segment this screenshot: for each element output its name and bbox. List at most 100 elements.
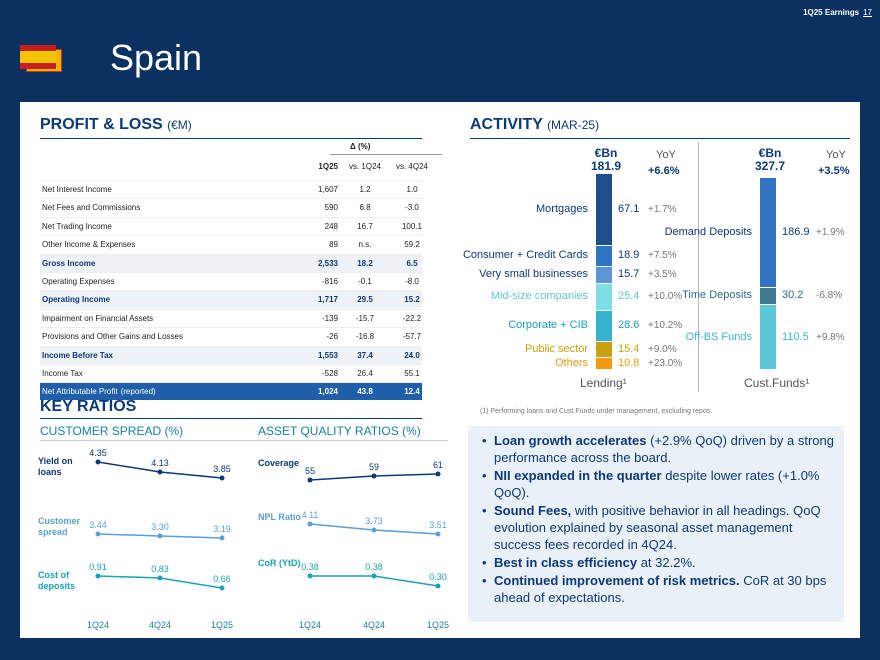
- page-title: Spain: [110, 37, 203, 78]
- segment-value: 25.4: [618, 290, 640, 303]
- pl-cell-v3: 100.1: [401, 221, 423, 231]
- ratio-value: 0.66: [213, 574, 231, 584]
- ratio-point: [157, 533, 163, 539]
- segment-yoy: +1.7%: [648, 204, 677, 216]
- unit-label: €Bn: [594, 146, 618, 160]
- ratio-value: 3.85: [213, 464, 231, 474]
- highlight-bullet: • Best in class efficiency at 32.2%.: [482, 554, 834, 571]
- segment-yoy: +7.5%: [648, 250, 677, 262]
- ratio-point: [95, 531, 101, 537]
- ratio-value: 61: [432, 460, 443, 470]
- pl-row-label: Net Trading Income: [42, 221, 112, 231]
- ratio-value: 3.73: [365, 516, 383, 526]
- pl-unit: (€M): [167, 118, 192, 132]
- ratio-point: [219, 535, 225, 541]
- pl-row-label: Income Before Tax: [42, 350, 113, 360]
- page-number[interactable]: 17: [863, 8, 872, 17]
- pl-cell-v2: 1.2: [359, 185, 371, 194]
- column-label: Cust.Funds¹: [744, 376, 810, 390]
- pl-cell-v2: 29.5: [357, 295, 373, 305]
- highlight-bullet: • NII expanded in the quarter despite low…: [482, 467, 834, 501]
- ratio-point: [371, 573, 377, 579]
- pl-cell-v2: -0.1: [358, 277, 372, 286]
- bullet-icon: •: [482, 573, 487, 588]
- activity-title-text: ACTIVITY: [470, 116, 543, 133]
- pl-column-headers: 1Q25 vs. 1Q24 vs. 4Q24: [40, 162, 428, 176]
- pl-title-text: PROFIT & LOSS: [40, 116, 163, 133]
- pl-cell-v3: 12.4: [404, 387, 420, 397]
- pl-cell-v3: -22.2: [402, 313, 422, 323]
- pl-cell-v2: -15.7: [355, 313, 375, 323]
- activity-title: ACTIVITY (MAR-25): [470, 116, 599, 134]
- bullet-text: with positive behavior in all headings. …: [494, 503, 821, 552]
- period-label: 1Q24: [298, 620, 322, 630]
- pl-cell-v3: -3.0: [405, 203, 419, 213]
- segment-yoy: -6.8%: [816, 290, 843, 302]
- ratio-point: [435, 531, 441, 537]
- customer-spread-title: CUSTOMER SPREAD (%): [40, 424, 184, 438]
- pl-row-label-group: Net Attributable Profit (reported): [42, 383, 156, 401]
- bullet-bold: Sound Fees,: [494, 503, 572, 518]
- segment-yoy: +9.8%: [816, 331, 845, 343]
- total-yoy: +3.5%: [818, 165, 850, 177]
- pl-cell-v3: 55.1: [404, 369, 420, 378]
- pl-row-label: Net Interest Income: [42, 185, 112, 194]
- ratio-point: [435, 583, 441, 589]
- header-bar: 1Q25 Earnings 17 Spain: [0, 0, 880, 100]
- unit-label: €Bn: [758, 146, 782, 160]
- stack-segment: [760, 305, 776, 369]
- stack-segment: [596, 358, 612, 369]
- pl-row: Provisions and Other Gains and Losses -26…: [40, 327, 422, 345]
- ratio-value: 0.83: [151, 564, 169, 574]
- deck-label: 1Q25 Earnings: [803, 8, 860, 17]
- highlight-bullet: • Continued improvement of risk metrics. …: [482, 572, 834, 606]
- ratio-point: [157, 469, 163, 475]
- column-label: Lending¹: [580, 376, 627, 390]
- pl-row-label: Operating Income: [42, 295, 111, 305]
- highlight-bullet: • Loan growth accelerates (+2.9% QoQ) dri…: [482, 432, 834, 466]
- segment-value: 15.7: [618, 268, 640, 281]
- asset-quality-title: ASSET QUALITY RATIOS (%): [258, 424, 421, 438]
- ratio-value: 4.35: [89, 448, 107, 458]
- pl-row-label: Income Tax: [42, 369, 83, 378]
- segment-label: Mid-size companies: [490, 290, 588, 303]
- pl-row-label: Provisions and Other Gains and Losses: [42, 332, 183, 342]
- pl-row: Net Trading Income 248 16.7 100.1: [40, 216, 422, 235]
- stack-segment: [596, 246, 612, 266]
- total-value: 327.7: [754, 159, 786, 173]
- ratio-value: 3.19: [213, 524, 231, 534]
- stack-segment: [760, 178, 776, 287]
- segment-value: 10.8: [618, 357, 640, 370]
- ratio-point: [157, 575, 163, 581]
- quality-rule: [258, 440, 448, 441]
- segment-label: Time Deposits: [682, 289, 752, 302]
- delta-header-rule: [330, 154, 442, 155]
- pl-cell-v3: 6.5: [406, 258, 418, 268]
- pl-cell-v3: 1.0: [406, 185, 418, 194]
- ratio-point: [95, 573, 101, 579]
- ratio-point: [219, 475, 225, 481]
- pl-cell-v1: 1,553: [317, 350, 338, 360]
- spain-flag-icon: [20, 45, 62, 72]
- total-value: 181.9: [590, 159, 622, 173]
- pl-row-label: Impairment on Financial Assets: [42, 313, 154, 323]
- bullet-bold: Continued improvement of risk metrics.: [494, 573, 740, 588]
- ratio-label: Customer spread: [38, 516, 81, 537]
- pl-cell-v3: -57.7: [402, 332, 422, 342]
- pl-cell-v2: 26.4: [357, 369, 373, 378]
- ratio-value: 3.44: [89, 520, 107, 530]
- ratio-value: 3.30: [151, 522, 169, 532]
- activity-date: (MAR-25): [547, 118, 600, 132]
- pl-cell-v2: 37.4: [357, 350, 373, 360]
- bullet-bold: Best in class efficiency: [494, 555, 638, 570]
- ratio-point: [307, 573, 313, 579]
- pl-row: Impairment on Financial Assets -139 -15.7 -…: [40, 308, 422, 327]
- bullet-icon: •: [482, 555, 487, 570]
- segment-value: 110.5: [782, 330, 809, 343]
- bullet-icon: •: [482, 503, 487, 518]
- pl-row: Net Fees and Commissions 590 6.8 -3.0: [40, 198, 422, 216]
- pl-row-label: Net Attributable Profit: [42, 387, 118, 397]
- segment-yoy: +1.9%: [816, 226, 845, 238]
- pl-row: Operating Income 1,717 29.5 15.2: [40, 290, 422, 309]
- delta-header: Δ (%): [350, 142, 371, 151]
